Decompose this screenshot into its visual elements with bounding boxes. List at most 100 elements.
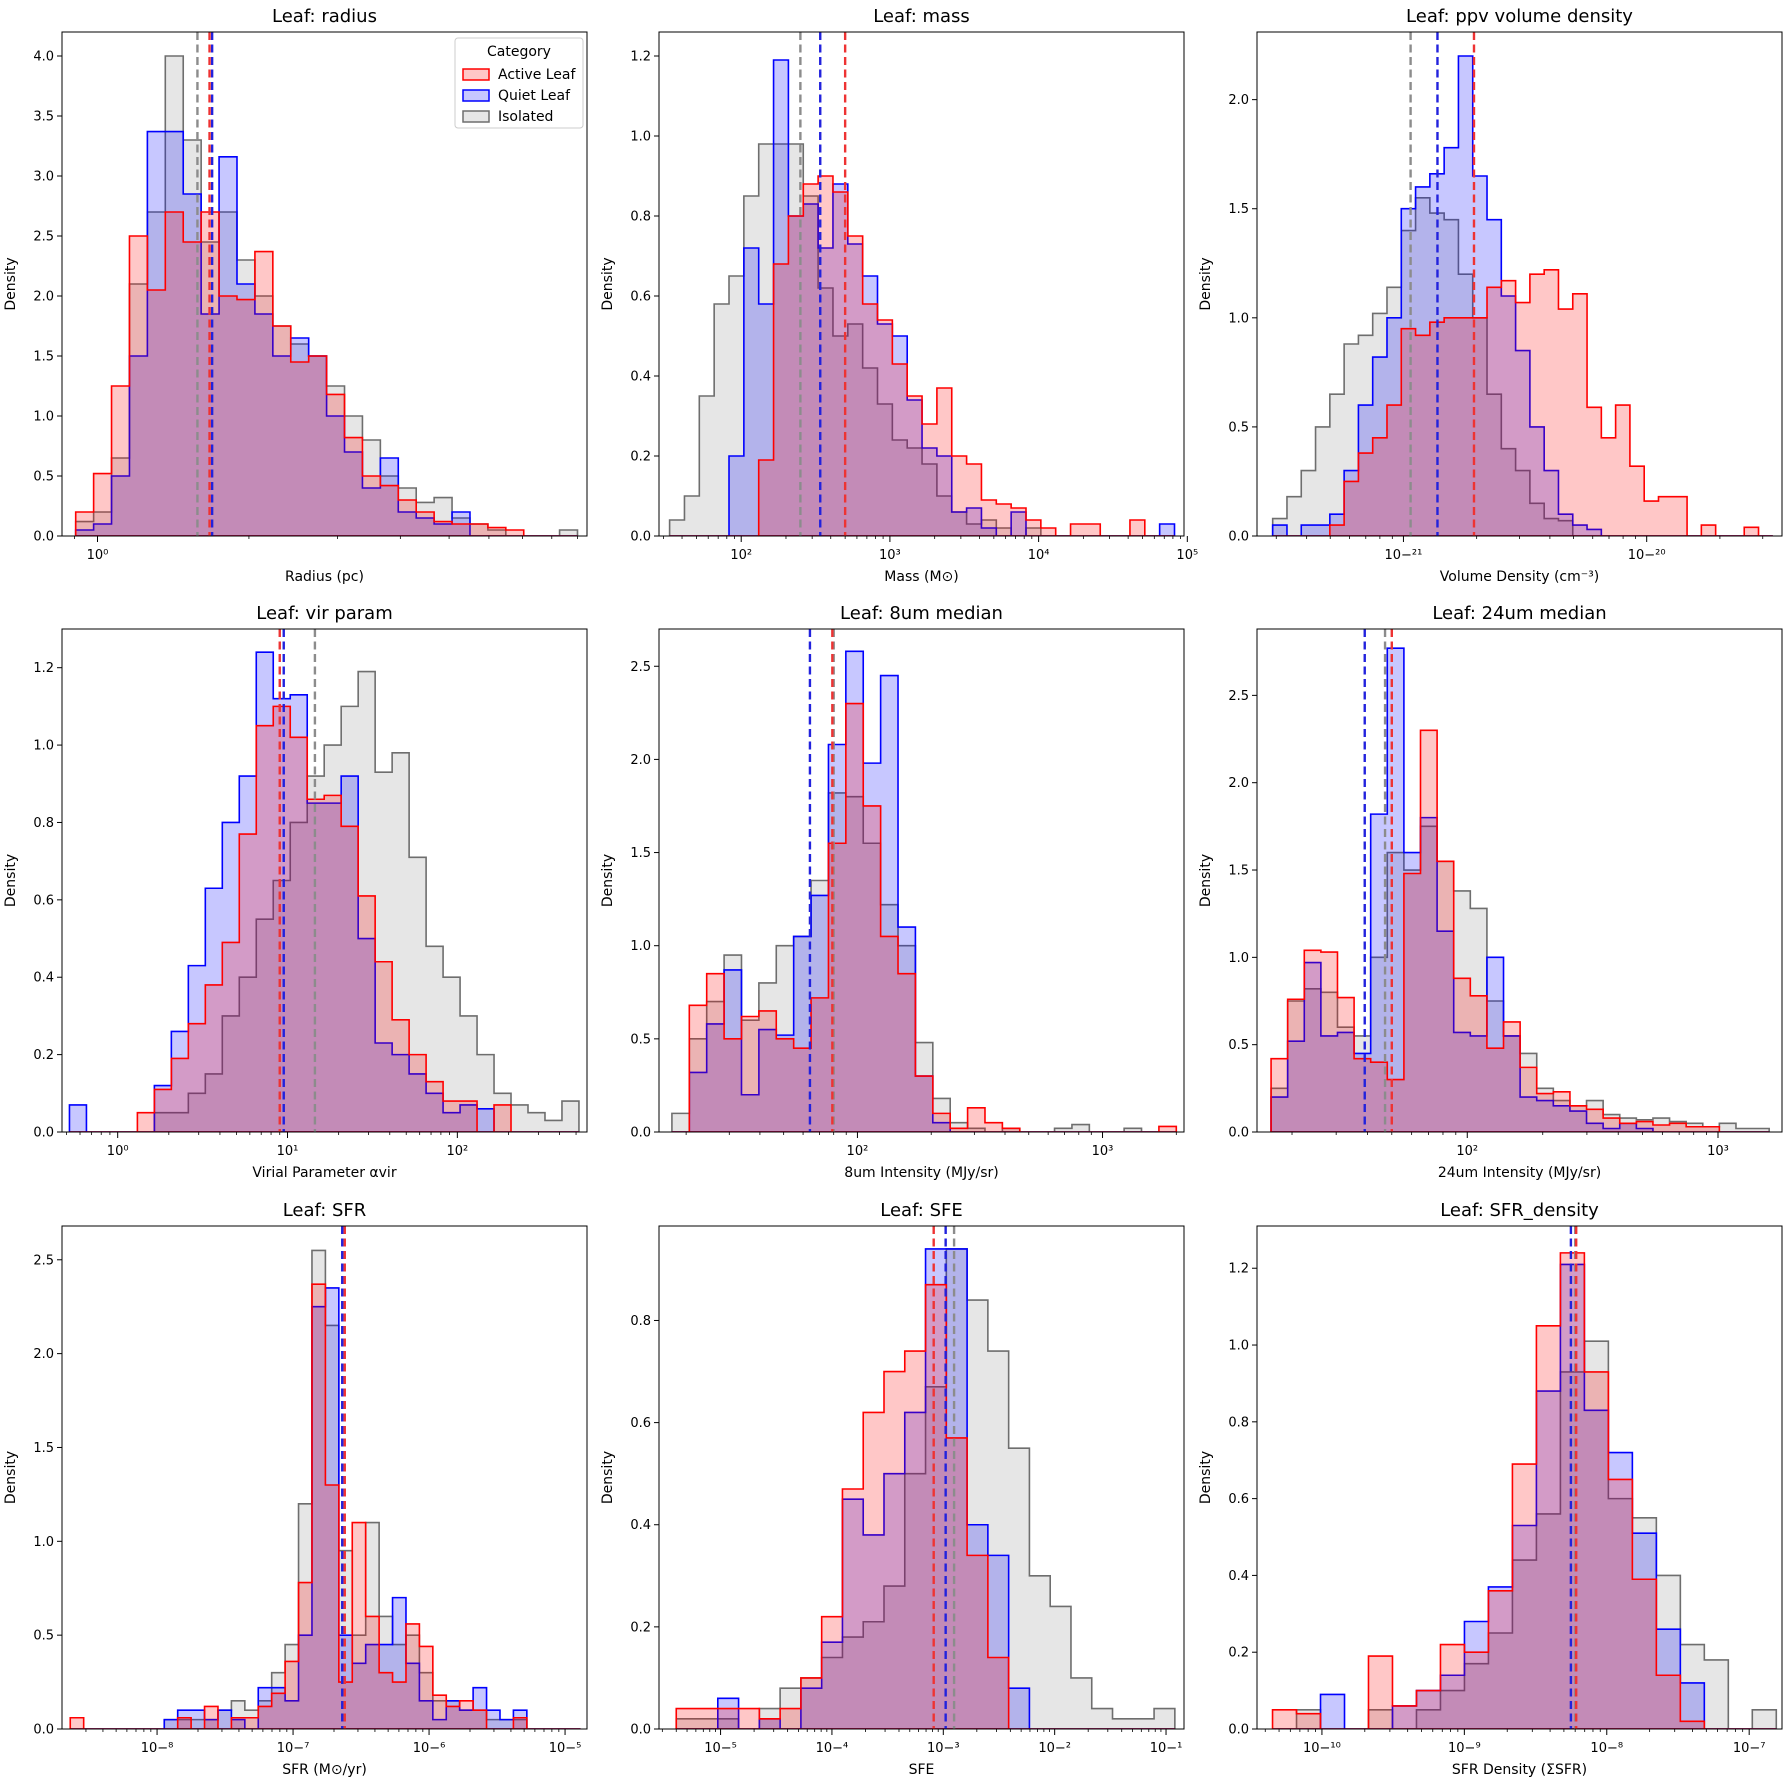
y-tick-label: 0.5 — [33, 1629, 54, 1644]
axes-frame — [1256, 628, 1783, 1133]
y-tick-label: 4.0 — [33, 50, 54, 65]
hist-step-active-leaf — [69, 705, 579, 1132]
y-tick-label: 0.8 — [33, 816, 54, 831]
x-tick-label: 10² — [1456, 1144, 1478, 1159]
panel-title: Leaf: radius — [272, 6, 377, 27]
x-axis-label: Mass (M⊙) — [884, 569, 958, 585]
plot-area — [68, 629, 580, 1132]
hist-step-active-leaf — [1272, 269, 1773, 536]
hist-fill-isolated — [70, 1250, 581, 1729]
y-tick-label: 0.0 — [630, 1126, 651, 1141]
y-tick-label: 0.0 — [630, 1723, 651, 1738]
x-tick-label: 10−¹ — [1150, 1741, 1183, 1756]
hist-step-quiet-leaf — [1271, 55, 1773, 536]
y-axis-label: Density — [3, 1451, 19, 1504]
y-tick-label: 0.8 — [630, 1314, 651, 1329]
y-tick-label: 0.6 — [1228, 1492, 1249, 1507]
hist-fill-quiet-leaf — [1272, 1264, 1777, 1729]
y-tick-label: 2.0 — [1228, 776, 1249, 791]
hist-fill-active-leaf — [671, 703, 1177, 1132]
hist-fill-quiet-leaf — [1272, 56, 1773, 536]
hist-fill-quiet-leaf — [69, 652, 579, 1132]
panel-title: Leaf: ppv volume density — [1406, 6, 1633, 27]
y-tick-label: 3.0 — [33, 170, 54, 185]
plot-area — [1270, 629, 1770, 1132]
y-tick-label: 0.2 — [630, 450, 651, 465]
y-tick-label: 0.6 — [630, 290, 651, 305]
x-tick-label: 10² — [730, 548, 752, 563]
x-tick-label: 10−⁶ — [413, 1741, 446, 1756]
panel-8: 0.0 0.2 0.4 0.6 0.8 10−⁵ 10−⁴ 10−³ 10−² 10−¹ Leaf:… — [600, 1200, 1185, 1778]
y-tick-label: 1.0 — [1228, 311, 1249, 326]
y-tick-label: 1.0 — [33, 410, 54, 425]
y-tick-label: 1.5 — [1228, 202, 1249, 217]
legend-label: Quiet Leaf — [498, 88, 571, 104]
x-tick-label: 10⁴ — [1028, 548, 1050, 563]
hist-fill-isolated — [1272, 1341, 1777, 1729]
y-axis-label: Density — [1198, 854, 1214, 907]
legend-swatch — [462, 68, 490, 81]
y-tick-label: 0.4 — [33, 971, 54, 986]
panel-4: 0.0 0.2 0.4 0.6 0.8 1.0 1.2 10⁰ 10¹ 10² Leaf: vir … — [3, 603, 588, 1181]
y-tick-label: 0.6 — [630, 1416, 651, 1431]
y-axis-label: Density — [1198, 257, 1214, 310]
y-tick-label: 1.5 — [33, 350, 54, 365]
x-axis-label: 24um Intensity (MJy/sr) — [1438, 1165, 1601, 1181]
y-tick-label: 1.2 — [1228, 1262, 1249, 1277]
y-tick-label: 1.5 — [1228, 864, 1249, 879]
y-tick-label: 0.5 — [33, 470, 54, 485]
hist-fill-isolated — [671, 792, 1177, 1132]
y-axis-label: Density — [3, 257, 19, 310]
hist-fill-isolated — [669, 144, 1175, 536]
y-tick-label: 0.5 — [1228, 420, 1249, 435]
y-tick-label: 2.5 — [33, 230, 54, 245]
hist-step-isolated — [675, 1248, 1176, 1729]
y-tick-label: 0.0 — [630, 530, 651, 545]
panel-2: 0.0 0.2 0.4 0.6 0.8 1.0 1.2 10² 10³ 10⁴ 10⁵ Leaf: m… — [600, 6, 1198, 585]
legend-label: Isolated — [498, 109, 553, 125]
y-tick-label: 2.5 — [630, 660, 651, 675]
x-tick-label: 10⁰ — [107, 1144, 129, 1159]
y-tick-label: 0.8 — [630, 210, 651, 225]
hist-step-quiet-leaf — [669, 59, 1176, 536]
y-tick-label: 0.5 — [630, 1032, 651, 1047]
hist-step-quiet-leaf — [676, 1248, 1175, 1729]
hist-step-active-leaf — [671, 702, 1178, 1132]
x-tick-label: 10−⁵ — [549, 1741, 582, 1756]
y-tick-label: 0.6 — [33, 893, 54, 908]
y-tick-label: 0.4 — [1228, 1569, 1249, 1584]
axes-frame — [658, 628, 1185, 1133]
hist-step-active-leaf — [1271, 1252, 1777, 1729]
x-tick-label: 10−²¹ — [1385, 548, 1423, 563]
y-axis-label: Density — [600, 257, 616, 310]
hist-step-quiet-leaf — [1270, 647, 1770, 1132]
legend-title: Category — [487, 44, 551, 60]
panel-title: Leaf: SFR — [283, 1200, 367, 1221]
panel-title: Leaf: mass — [873, 6, 970, 27]
hist-fill-isolated — [1271, 826, 1770, 1132]
hist-step-active-leaf — [669, 175, 1175, 536]
panel-3: 0.0 0.5 1.0 1.5 2.0 10−²¹ 10−²⁰ Leaf: ppv volum… — [1198, 6, 1783, 585]
plot-area — [675, 1226, 1176, 1729]
y-axis-label: Density — [1198, 1451, 1214, 1504]
y-tick-label: 0.8 — [1228, 1415, 1249, 1430]
x-tick-label: 10³ — [1092, 1144, 1114, 1159]
y-tick-label: 0.0 — [33, 1126, 54, 1141]
x-tick-label: 10−⁴ — [816, 1741, 849, 1756]
plot-area — [1271, 32, 1773, 536]
x-tick-label: 10−⁸ — [1590, 1741, 1623, 1756]
legend-box — [454, 37, 584, 129]
x-tick-label: 10³ — [879, 548, 901, 563]
axes-frame — [61, 1225, 588, 1730]
legend-swatch — [462, 89, 490, 102]
y-tick-label: 1.0 — [630, 939, 651, 954]
y-tick-label: 0.5 — [1228, 1038, 1249, 1053]
axes-frame — [658, 1225, 1185, 1730]
hist-fill-isolated — [676, 1248, 1175, 1729]
hist-fill-active-leaf — [676, 1284, 1175, 1729]
y-tick-label: 0.2 — [33, 1048, 54, 1063]
hist-fill-quiet-leaf — [669, 60, 1175, 536]
y-axis-label: Density — [600, 854, 616, 907]
hist-step-active-leaf — [1270, 729, 1770, 1132]
